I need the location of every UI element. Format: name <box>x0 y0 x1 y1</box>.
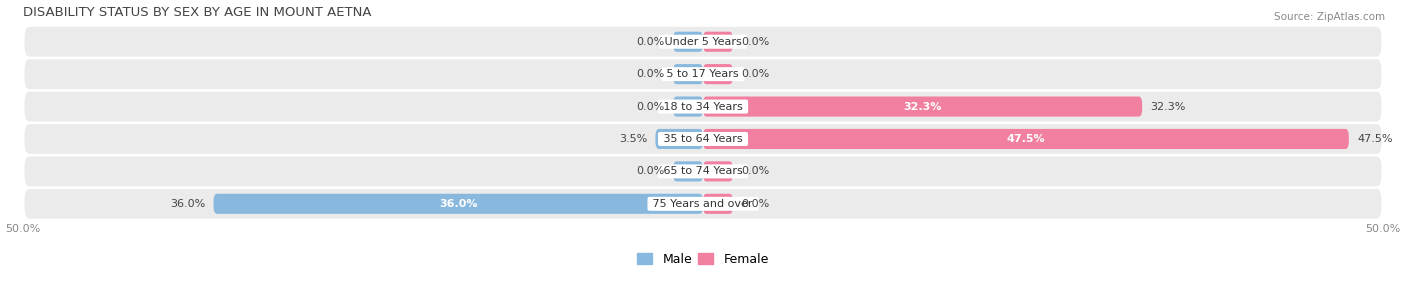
Text: 0.0%: 0.0% <box>741 37 769 47</box>
FancyBboxPatch shape <box>673 32 703 52</box>
Text: 5 to 17 Years: 5 to 17 Years <box>664 69 742 79</box>
Text: 75 Years and over: 75 Years and over <box>650 199 756 209</box>
FancyBboxPatch shape <box>703 129 1348 149</box>
Text: 65 to 74 Years: 65 to 74 Years <box>659 167 747 176</box>
Text: 3.5%: 3.5% <box>619 134 647 144</box>
Text: 0.0%: 0.0% <box>637 102 665 112</box>
Text: 0.0%: 0.0% <box>637 37 665 47</box>
FancyBboxPatch shape <box>703 32 733 52</box>
FancyBboxPatch shape <box>24 27 1382 57</box>
Text: 0.0%: 0.0% <box>741 199 769 209</box>
Text: 0.0%: 0.0% <box>741 69 769 79</box>
Text: 36.0%: 36.0% <box>170 199 205 209</box>
Text: Source: ZipAtlas.com: Source: ZipAtlas.com <box>1274 12 1385 22</box>
Text: DISABILITY STATUS BY SEX BY AGE IN MOUNT AETNA: DISABILITY STATUS BY SEX BY AGE IN MOUNT… <box>22 5 371 19</box>
FancyBboxPatch shape <box>673 161 703 181</box>
FancyBboxPatch shape <box>24 189 1382 219</box>
FancyBboxPatch shape <box>214 194 703 214</box>
Text: 47.5%: 47.5% <box>1007 134 1045 144</box>
Text: 47.5%: 47.5% <box>1357 134 1392 144</box>
FancyBboxPatch shape <box>673 64 703 84</box>
FancyBboxPatch shape <box>703 161 733 181</box>
FancyBboxPatch shape <box>24 124 1382 154</box>
Text: 0.0%: 0.0% <box>637 69 665 79</box>
FancyBboxPatch shape <box>703 194 733 214</box>
Legend: Male, Female: Male, Female <box>633 248 773 271</box>
FancyBboxPatch shape <box>24 92 1382 121</box>
Text: 32.3%: 32.3% <box>904 102 942 112</box>
Text: 32.3%: 32.3% <box>1150 102 1185 112</box>
FancyBboxPatch shape <box>703 64 733 84</box>
FancyBboxPatch shape <box>24 59 1382 89</box>
FancyBboxPatch shape <box>673 96 703 117</box>
Text: 0.0%: 0.0% <box>637 167 665 176</box>
Text: Under 5 Years: Under 5 Years <box>661 37 745 47</box>
FancyBboxPatch shape <box>24 156 1382 186</box>
Text: 18 to 34 Years: 18 to 34 Years <box>659 102 747 112</box>
Text: 35 to 64 Years: 35 to 64 Years <box>659 134 747 144</box>
Text: 36.0%: 36.0% <box>439 199 478 209</box>
Text: 0.0%: 0.0% <box>741 167 769 176</box>
FancyBboxPatch shape <box>655 129 703 149</box>
FancyBboxPatch shape <box>703 96 1142 117</box>
